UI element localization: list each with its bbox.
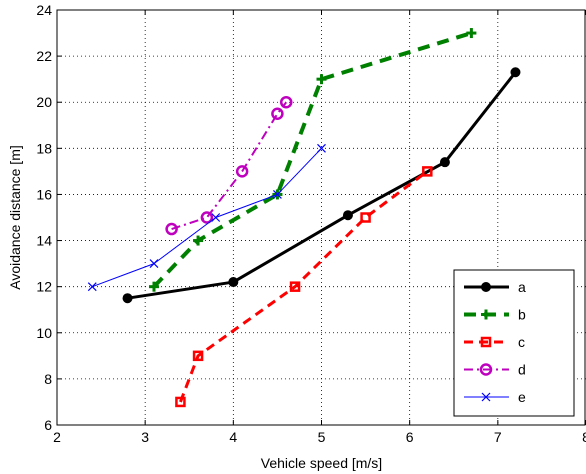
legend-marker — [479, 363, 493, 376]
legend-marker — [481, 392, 491, 402]
legend-box — [453, 269, 575, 417]
legend-entry: b — [464, 307, 526, 323]
data-point — [317, 143, 326, 153]
data-point — [200, 211, 214, 224]
legend-label: b — [518, 307, 526, 323]
x-tick-label: 5 — [318, 429, 326, 445]
axis-ticks: 2 3 4 5 6 7 8 6 8 10 12 14 16 18 20 22 24 — [36, 2, 586, 445]
data-point — [87, 282, 97, 292]
y-tick-label: 18 — [36, 140, 52, 156]
series-layer — [87, 28, 521, 408]
y-tick-label: 16 — [36, 186, 52, 202]
y-tick-label: 10 — [36, 325, 52, 341]
x-axis-label: Vehicle speed [m/s] — [261, 455, 382, 471]
data-point — [211, 213, 221, 222]
y-tick-label: 14 — [36, 233, 52, 249]
data-point — [510, 67, 521, 78]
data-point — [165, 222, 178, 236]
data-point — [360, 212, 371, 223]
data-point — [175, 396, 186, 408]
series-e — [87, 143, 326, 292]
legend-label: d — [518, 362, 526, 378]
series-d — [165, 95, 293, 236]
x-tick-label: 3 — [141, 429, 149, 445]
legend-marker — [481, 309, 491, 320]
data-point — [192, 350, 204, 362]
data-point — [439, 157, 450, 168]
data-point — [148, 281, 159, 292]
legend-label: c — [518, 334, 525, 350]
data-point — [342, 210, 353, 221]
data-point — [271, 107, 284, 120]
data-point — [466, 28, 477, 39]
y-tick-label: 8 — [44, 371, 52, 387]
y-tick-label: 6 — [44, 417, 52, 433]
x-tick-label: 6 — [406, 429, 414, 445]
x-tick-label: 7 — [494, 429, 502, 445]
data-point — [316, 74, 327, 85]
legend-marker — [481, 282, 491, 292]
data-point — [272, 190, 282, 199]
y-tick-label: 20 — [36, 94, 52, 110]
y-tick-label: 22 — [36, 48, 52, 64]
data-point — [193, 235, 204, 246]
data-point — [149, 259, 159, 269]
series-line — [171, 101, 288, 230]
legend-label: a — [518, 279, 526, 295]
data-point — [289, 281, 301, 292]
x-tick-label: 2 — [53, 429, 61, 445]
legend-entry: e — [464, 389, 526, 405]
y-axis-label: Avoidance distance [m] — [7, 145, 23, 290]
data-point — [235, 165, 249, 178]
legend-marker — [480, 336, 492, 348]
x-tick-label: 8 — [582, 429, 586, 445]
legend-label: e — [518, 389, 526, 405]
data-point — [279, 95, 293, 109]
data-point — [422, 166, 433, 177]
data-point — [122, 293, 133, 304]
series-line — [179, 170, 429, 403]
series-a — [122, 67, 521, 304]
legend-entry: a — [464, 279, 526, 295]
y-tick-label: 12 — [36, 279, 52, 295]
x-tick-label: 4 — [229, 429, 237, 445]
legend-entry: d — [464, 362, 526, 378]
series-b — [148, 28, 477, 292]
series-c — [175, 166, 433, 408]
legend-entry: c — [464, 334, 525, 350]
series-line — [152, 31, 472, 289]
y-tick-label: 24 — [36, 2, 52, 18]
data-point — [228, 277, 239, 288]
